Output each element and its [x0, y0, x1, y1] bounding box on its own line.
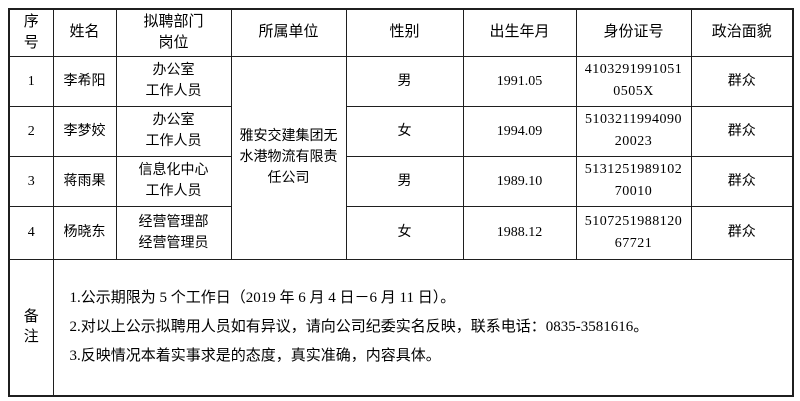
cell-id-number: 5107251988120 67721: [575, 205, 692, 260]
cell-position: 信息化中心 工作人员: [115, 155, 232, 207]
header-position: 拟聘部门 岗位: [115, 8, 232, 57]
cell-birth-date: 1991.05: [462, 55, 577, 107]
cell-id-number: 5103211994090 20023: [575, 105, 692, 157]
cell-name: 蒋雨果: [52, 155, 117, 207]
remark-note-2: 2.对以上公示拟聘用人员如有异议，请向公司纪委实名反映，联系电话：0835-35…: [69, 318, 649, 335]
cell-birth-date: 1994.09: [462, 105, 577, 157]
cell-serial-number: 1: [8, 55, 54, 107]
cell-political-status: 群众: [690, 55, 794, 107]
cell-position: 经营管理部 经营管理员: [115, 205, 232, 260]
announcement-table-sheet: 序 号 姓名 拟聘部门 岗位 所属单位 性别 出生年月 身份证号 政治面貌 1 …: [8, 8, 794, 397]
cell-id-number: 4103291991051 0505X: [575, 55, 692, 107]
table-row: 3 蒋雨果 信息化中心 工作人员 男 1989.10 5131251989102…: [8, 155, 794, 207]
cell-serial-number: 3: [8, 155, 54, 207]
cell-gender: 男: [345, 155, 464, 207]
cell-political-status: 群众: [690, 155, 794, 207]
header-political-status: 政治面貌: [690, 8, 794, 57]
remarks-label: 备 注: [8, 258, 54, 397]
header-id-number: 身份证号: [575, 8, 692, 57]
cell-position: 办公室 工作人员: [115, 55, 232, 107]
cell-political-status: 群众: [690, 105, 794, 157]
cell-unit-merged: 雅安交建集团无 水港物流有限责 任公司: [230, 55, 347, 260]
remarks-row: 备 注 1.公示期限为 5 个工作日（2019 年 6 月 4 日－6 月 11…: [8, 258, 794, 397]
cell-gender: 男: [345, 55, 464, 107]
cell-name: 杨晓东: [52, 205, 117, 260]
recruitment-publicity-table: 序 号 姓名 拟聘部门 岗位 所属单位 性别 出生年月 身份证号 政治面貌 1 …: [8, 8, 794, 397]
cell-name: 李梦姣: [52, 105, 117, 157]
cell-serial-number: 4: [8, 205, 54, 260]
table-row: 1 李希阳 办公室 工作人员 雅安交建集团无 水港物流有限责 任公司 男 199…: [8, 55, 794, 260]
table-row: 2 李梦姣 办公室 工作人员 女 1994.09 5103211994090 2…: [8, 105, 794, 157]
table-row: 4 杨晓东 经营管理部 经营管理员 女 1988.12 510725198812…: [8, 205, 794, 260]
header-row: 序 号 姓名 拟聘部门 岗位 所属单位 性别 出生年月 身份证号 政治面貌: [8, 8, 794, 57]
remarks-content: 1.公示期限为 5 个工作日（2019 年 6 月 4 日－6 月 11 日）。…: [52, 258, 794, 397]
header-gender: 性别: [345, 8, 464, 57]
cell-position: 办公室 工作人员: [115, 105, 232, 157]
remark-note-1: 1.公示期限为 5 个工作日（2019 年 6 月 4 日－6 月 11 日）。: [69, 289, 456, 306]
header-birth-date: 出生年月: [462, 8, 577, 57]
header-name: 姓名: [52, 8, 117, 57]
cell-birth-date: 1988.12: [462, 205, 577, 260]
header-unit: 所属单位: [230, 8, 347, 57]
cell-gender: 女: [345, 105, 464, 157]
header-serial-number: 序 号: [8, 8, 54, 57]
cell-gender: 女: [345, 205, 464, 260]
cell-serial-number: 2: [8, 105, 54, 157]
cell-political-status: 群众: [690, 205, 794, 260]
cell-birth-date: 1989.10: [462, 155, 577, 207]
cell-id-number: 5131251989102 70010: [575, 155, 692, 207]
remark-note-3: 3.反映情况本着实事求是的态度，真实准确，内容具体。: [69, 347, 441, 364]
cell-name: 李希阳: [52, 55, 117, 107]
